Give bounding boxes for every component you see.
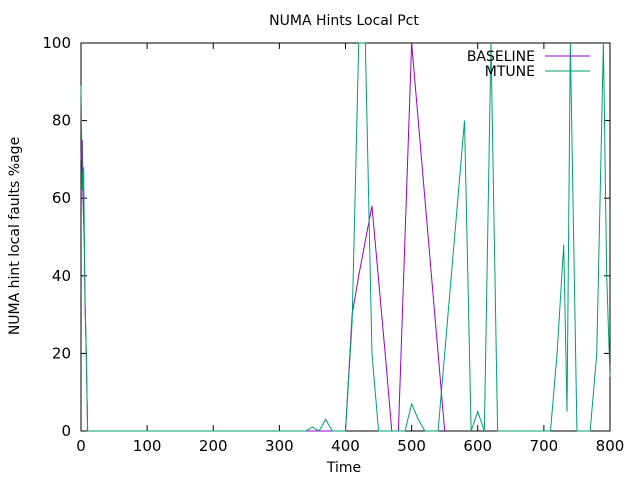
x-tick-label: 800 xyxy=(596,437,625,455)
x-tick-label: 600 xyxy=(463,437,492,455)
y-tick-label: 60 xyxy=(52,189,71,207)
y-tick-label: 20 xyxy=(52,344,71,362)
x-tick-label: 200 xyxy=(199,437,228,455)
y-tick-label: 40 xyxy=(52,267,71,285)
series-layer xyxy=(80,42,611,432)
legend-label-mtune: MTUNE xyxy=(485,64,535,80)
x-tick-label: 400 xyxy=(331,437,360,455)
x-axis-title: Time xyxy=(326,460,361,476)
chart-title: NUMA Hints Local Pct xyxy=(269,13,419,29)
x-tick-label: 700 xyxy=(530,437,559,455)
axes: 0 100 200 300 400 500 600 700 800 0 20 40 60 80 100 xyxy=(42,34,624,455)
x-tick-label: 300 xyxy=(265,437,294,455)
y-axis-title: NUMA hint local faults %age xyxy=(7,137,23,335)
y-tick-label: 100 xyxy=(42,34,71,52)
x-tick-label: 0 xyxy=(76,437,86,455)
x-tick-label: 500 xyxy=(397,437,426,455)
legend-label-baseline: BASELINE xyxy=(467,49,535,65)
x-tick-label: 100 xyxy=(133,437,162,455)
series-line-mtune xyxy=(80,42,611,432)
y-tick-label: 80 xyxy=(52,112,71,130)
y-tick-label: 0 xyxy=(61,422,71,440)
